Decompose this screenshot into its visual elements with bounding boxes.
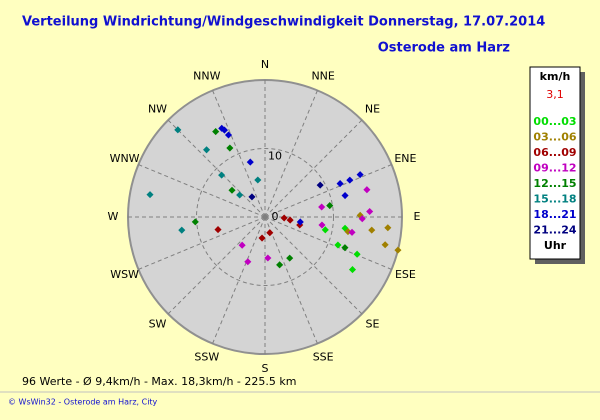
wind-point [203,146,211,154]
legend-unit: km/h [540,70,571,83]
direction-label: ENE [394,152,416,165]
spoke [167,119,266,218]
direction-label: NNW [193,70,220,83]
wind-point [353,250,361,258]
spoke [264,216,318,344]
legend-label: 00...03 [533,115,576,128]
r-tick-label: 0 [272,210,279,223]
wind-point [346,176,354,184]
spoke [264,90,318,218]
wind-point [348,228,356,236]
wind-point [264,254,272,262]
spoke [264,164,392,218]
wind-point [178,226,186,234]
wind-point [228,186,236,194]
wind-point [348,266,357,274]
direction-label: SW [149,317,167,330]
legend-box [529,66,581,260]
wind-point [321,226,329,234]
legend-label: 18...21 [533,208,576,221]
direction-label: WSW [110,268,139,281]
wind-point [368,226,376,234]
wind-point [212,128,220,136]
wind-point [248,193,256,201]
location: Osterode am Harz [378,41,510,56]
wind-point [384,224,392,232]
summary: 96 Werte - Ø 9,4km/h - Max. 18,3km/h - 2… [22,375,296,388]
wind-point [276,261,284,269]
legend-footer: Uhr [544,239,567,252]
chart-title: Verteilung Windrichtung/Windgeschwindigk… [22,15,545,30]
direction-label: S [262,362,269,375]
wind-point [363,186,371,194]
wind-point [336,180,344,188]
direction-label: SSE [313,350,334,363]
spoke [167,216,266,315]
wind-point [316,181,324,189]
wind-point [286,254,294,262]
spoke [212,216,266,344]
wind-point [214,226,222,234]
legend-label: 21...24 [533,224,576,237]
direction-label: WNW [110,152,140,165]
wind-point [286,216,294,224]
footer: © WsWin32 - Osterode am Harz, City [8,398,158,407]
spoke [212,90,266,218]
spoke [264,216,392,270]
wind-point [224,131,233,139]
wind-point [218,171,226,179]
spoke [264,119,363,218]
wind-point [174,126,182,134]
r-tick-label: 10 [268,150,282,163]
wind-point [146,191,154,199]
wind-point [296,218,304,226]
wind-point [280,214,288,222]
wind-point [238,241,246,249]
wind-point [246,158,254,166]
wind-point [366,207,374,216]
spoke [264,216,363,315]
direction-label: NE [365,103,380,116]
wind-point [218,124,226,132]
wind-point [358,215,366,223]
legend-label: 06...09 [533,146,576,159]
wind-point [236,191,244,199]
legend-label: 03...06 [533,131,576,144]
direction-label: SSW [194,350,219,363]
direction-label: SE [366,317,380,330]
wind-point [258,234,266,242]
wind-point [318,221,326,229]
wind-point [394,246,402,254]
direction-label: E [414,210,421,223]
legend-label: 09...12 [533,162,576,175]
direction-label: W [108,210,119,223]
direction-label: ESE [395,268,416,281]
legend-label: 12...15 [533,177,576,190]
wind-point [341,192,349,200]
spoke [138,216,266,270]
spoke [138,164,266,218]
wind-point [341,244,349,252]
wind-point [244,258,252,266]
direction-label: NNE [311,70,334,83]
legend-label: 15...18 [533,193,576,206]
wind-point [381,241,389,249]
wind-point [226,144,234,152]
wind-point [191,218,199,226]
wind-point [266,229,274,237]
grid-ring [196,148,334,286]
wind-point [326,202,334,210]
current-speed: 3,1 [546,88,564,101]
wind-point [334,241,342,249]
direction-label: N [261,58,269,71]
direction-label: NW [148,103,167,116]
wind-point [318,203,326,211]
wind-point [356,171,364,179]
